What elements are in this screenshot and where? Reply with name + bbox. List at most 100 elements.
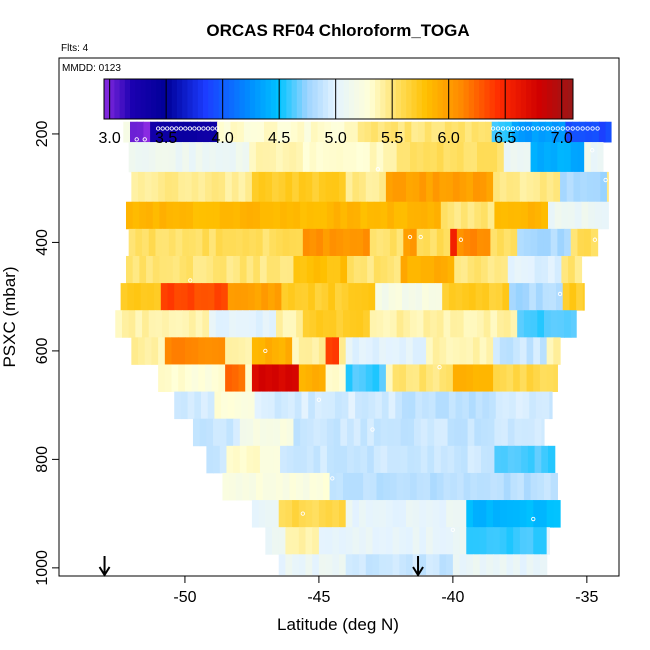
heatmap-cell xyxy=(456,472,465,501)
heatmap-cell xyxy=(499,337,508,365)
sample-marker xyxy=(450,527,456,533)
heatmap-cell xyxy=(519,527,528,555)
heatmap-cell xyxy=(115,310,123,338)
colorbar-swatch xyxy=(312,79,319,119)
heatmap-cell xyxy=(247,391,256,420)
heatmap-cell xyxy=(385,337,394,365)
heatmap-cell xyxy=(198,337,206,365)
chart-title: ORCAS RF04 Chloroform_TOGA xyxy=(206,21,469,40)
sample-marker xyxy=(575,126,580,131)
y-axis-label: PSXC (mbar) xyxy=(0,266,19,367)
heatmap-cell xyxy=(227,283,236,311)
heatmap-cell xyxy=(395,391,403,420)
sample-marker xyxy=(535,126,540,131)
colorbar-swatch xyxy=(453,79,459,119)
heatmap-cell xyxy=(312,171,320,203)
heatmap-cell xyxy=(407,418,415,447)
colorbar-swatch xyxy=(427,79,433,119)
heatmap-cell xyxy=(292,527,300,555)
heatmap-cell xyxy=(523,310,532,338)
heatmap-cell xyxy=(546,337,554,365)
heatmap-cell xyxy=(320,255,328,284)
heatmap-cell xyxy=(255,310,264,338)
heatmap-cell xyxy=(434,445,442,474)
heatmap-cell xyxy=(499,171,508,203)
heatmap-cell xyxy=(272,364,280,392)
heatmap-cell xyxy=(539,500,548,528)
heatmap-cell xyxy=(243,121,252,143)
heatmap-cell xyxy=(174,391,182,420)
heatmap-cell xyxy=(541,201,549,230)
heatmap-cell xyxy=(159,255,167,284)
sample-markers xyxy=(134,126,608,562)
heatmap-cell xyxy=(471,121,479,143)
heatmap-cell xyxy=(531,121,540,143)
heatmap-cell xyxy=(405,171,414,203)
heatmap-cell xyxy=(310,121,319,143)
heatmap-cell xyxy=(446,337,454,365)
heatmap-cell xyxy=(568,255,576,284)
colorbar-swatch xyxy=(208,79,214,119)
heatmap-cell xyxy=(131,171,139,203)
colorbar-swatch xyxy=(380,79,386,119)
heatmap-cell xyxy=(483,228,491,257)
heatmap-cell xyxy=(298,554,307,576)
heatmap-cell xyxy=(387,418,395,447)
heatmap-cell xyxy=(384,121,392,143)
heatmap-cell xyxy=(464,121,473,143)
heatmap-cell xyxy=(206,418,214,447)
heatmap-cell xyxy=(543,310,552,338)
heatmap-cell xyxy=(282,228,291,257)
plot-frame xyxy=(58,57,620,577)
heatmap-cell xyxy=(376,228,384,257)
colorbar-swatch xyxy=(322,79,329,119)
heatmap-cell xyxy=(363,310,371,338)
heatmap-cell xyxy=(414,445,422,474)
heatmap-cell xyxy=(322,228,331,257)
colorbar-swatch xyxy=(359,79,366,119)
heatmap-cells xyxy=(115,121,612,576)
sample-marker xyxy=(155,126,161,131)
heatmap-cell xyxy=(527,201,536,230)
heatmap-cell xyxy=(426,554,434,576)
heatmap-cell xyxy=(435,391,443,420)
heatmap-cell xyxy=(399,337,407,365)
heatmap-cell xyxy=(301,391,309,420)
colorbar-swatch xyxy=(140,79,147,119)
x-tick-label: -35 xyxy=(575,589,598,606)
heatmap-cell xyxy=(178,364,186,392)
colorbar-swatch xyxy=(437,79,444,119)
heatmap-cell xyxy=(430,142,438,173)
heatmap-cell xyxy=(171,364,179,392)
colorbar-swatch xyxy=(114,79,121,119)
heatmap-cell xyxy=(251,337,260,365)
heatmap-cell xyxy=(199,418,207,447)
colorbar-swatch xyxy=(479,79,485,119)
heatmap-cell xyxy=(300,201,308,230)
heatmap-cell xyxy=(313,255,321,284)
heatmap-row xyxy=(115,310,577,338)
heatmap-cell xyxy=(285,554,293,576)
heatmap-cell xyxy=(523,228,532,257)
heatmap-cell xyxy=(434,418,442,447)
heatmap-cell xyxy=(172,201,181,230)
heatmap-cell xyxy=(393,418,402,447)
heatmap-cell xyxy=(412,500,420,528)
heatmap-cell xyxy=(123,121,131,143)
heatmap-cell xyxy=(266,255,274,284)
heatmap-cell xyxy=(422,391,430,420)
heatmap-cell xyxy=(242,310,250,338)
heatmap-cell xyxy=(255,228,264,257)
heatmap-cell xyxy=(192,201,201,230)
heatmap-cell xyxy=(452,364,461,392)
heatmap-cell xyxy=(306,418,315,447)
colorbar-swatch xyxy=(197,79,204,119)
heatmap-cell xyxy=(168,228,177,257)
heatmap-cell xyxy=(125,201,134,230)
heatmap-cell xyxy=(549,283,557,311)
heatmap-cell xyxy=(517,142,525,173)
heatmap-cell xyxy=(479,171,487,203)
heatmap-cell xyxy=(144,171,153,203)
heatmap-cell xyxy=(526,527,534,555)
heatmap-cell xyxy=(309,228,317,257)
